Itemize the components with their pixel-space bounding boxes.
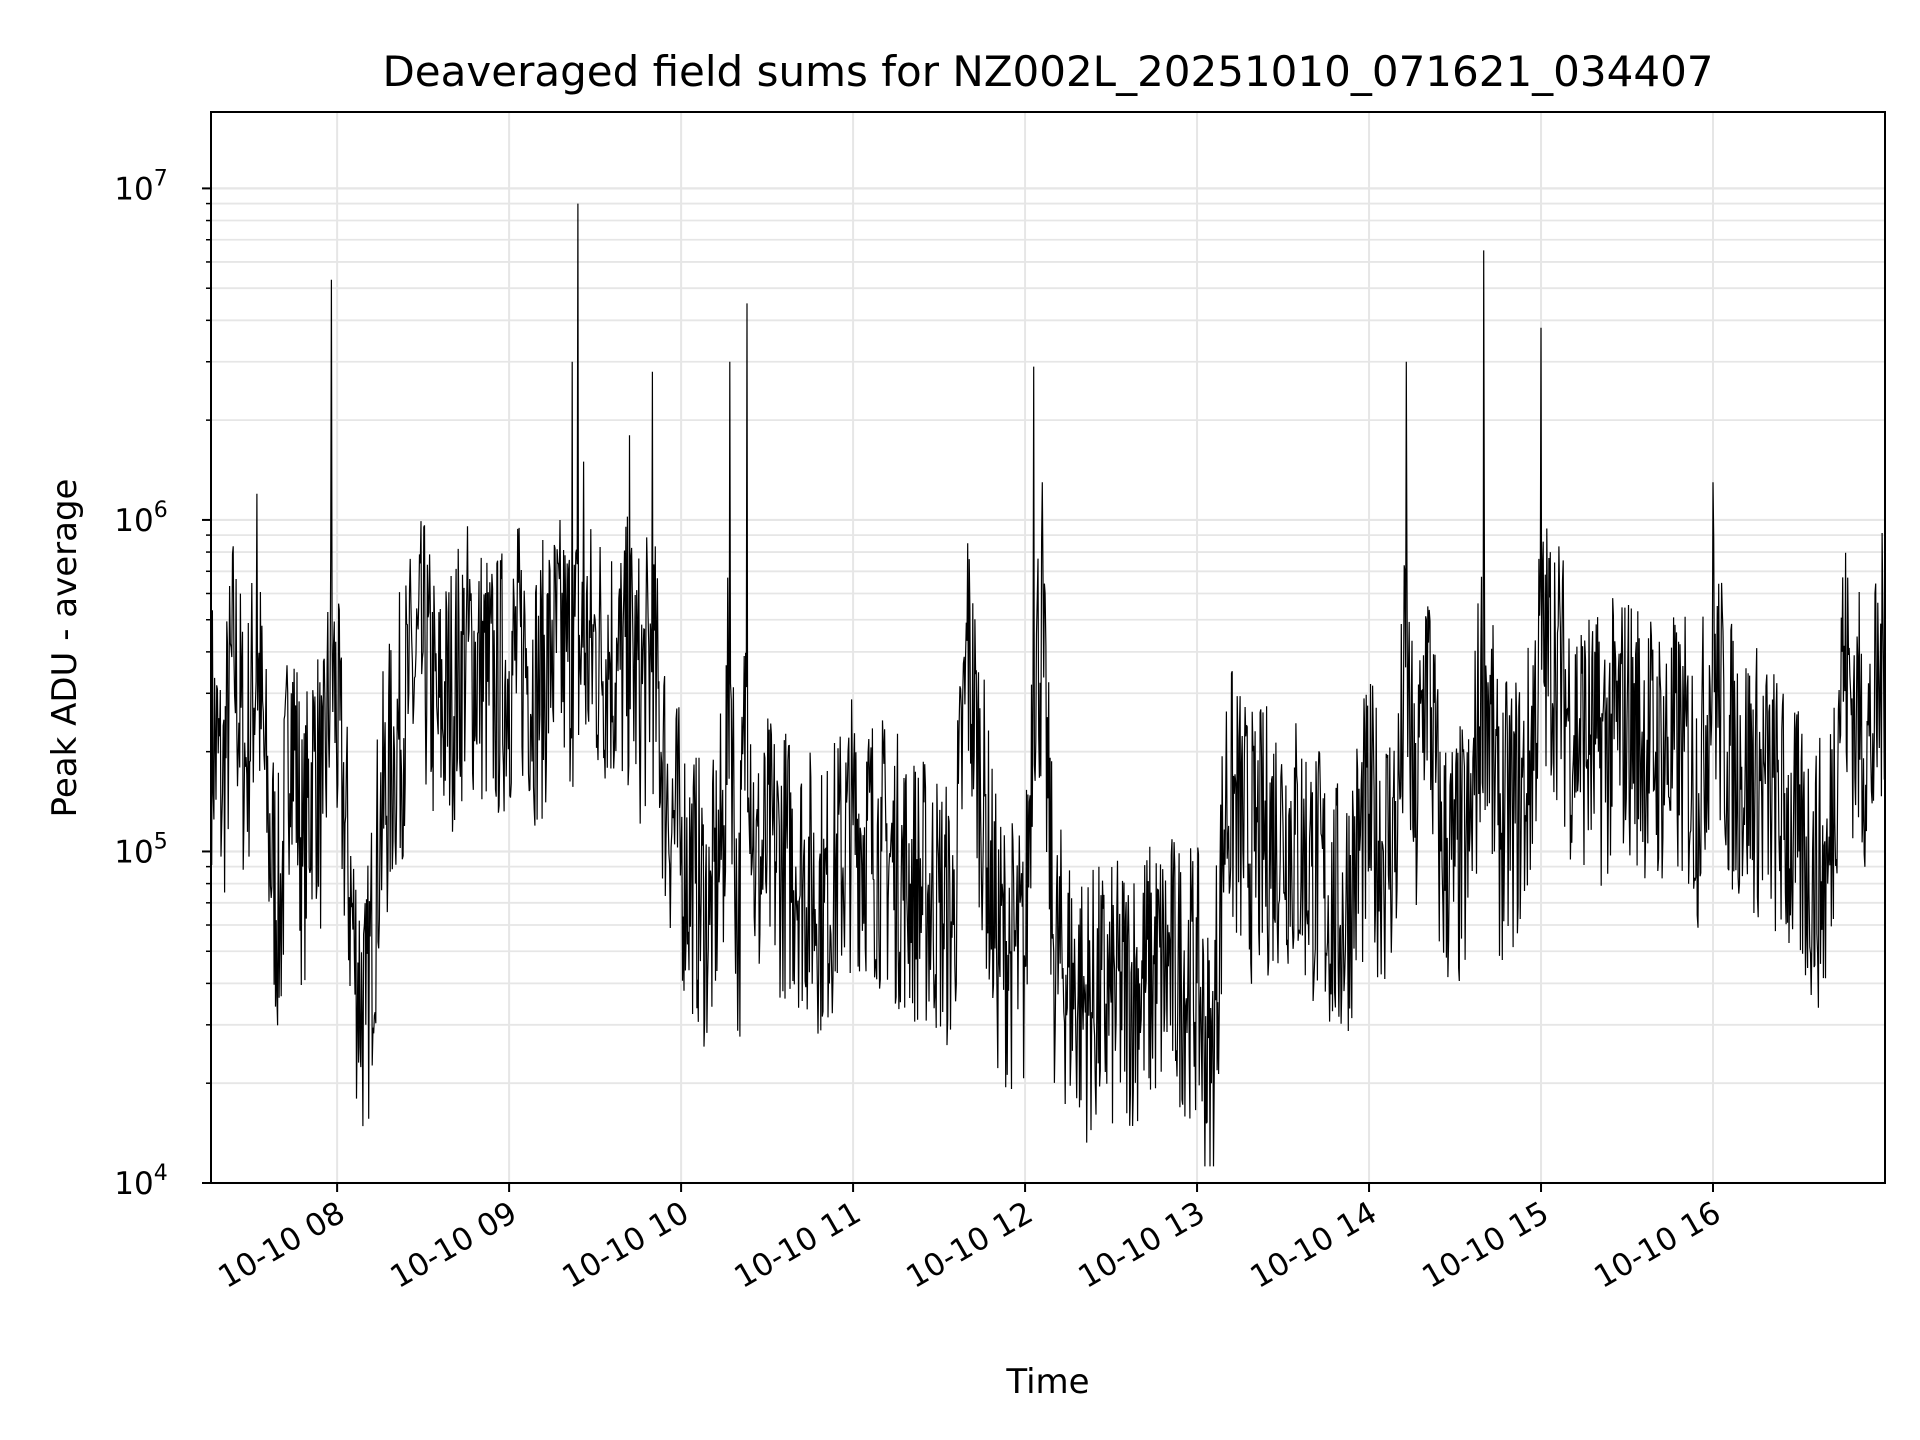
y-tick-label: 107 [114, 166, 167, 207]
x-axis-label: Time [1005, 1362, 1089, 1402]
y-tick-label: 106 [114, 498, 167, 539]
data-series [210, 203, 1886, 1167]
y-tick-label: 105 [114, 829, 167, 870]
y-axis-label: Peak ADU - average [45, 479, 85, 818]
series-line [210, 203, 1886, 1167]
y-tick-label: 104 [114, 1161, 167, 1202]
chart-title: Deaveraged field sums for NZ002L_2025101… [382, 47, 1713, 96]
plot-frame [210, 111, 1886, 1184]
